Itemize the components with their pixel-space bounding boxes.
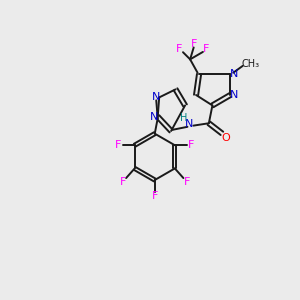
Text: N: N xyxy=(230,69,238,79)
Text: F: F xyxy=(184,177,190,187)
Text: O: O xyxy=(221,133,230,143)
Text: F: F xyxy=(152,191,158,201)
Text: F: F xyxy=(190,39,197,49)
Text: N: N xyxy=(150,112,158,122)
Text: N: N xyxy=(230,90,238,100)
Text: H: H xyxy=(180,113,187,123)
Text: N: N xyxy=(185,119,194,129)
Text: CH₃: CH₃ xyxy=(242,59,260,69)
Text: F: F xyxy=(203,44,209,54)
Text: F: F xyxy=(188,140,194,150)
Text: F: F xyxy=(176,44,183,54)
Text: F: F xyxy=(115,140,122,150)
Text: F: F xyxy=(120,177,126,187)
Text: N: N xyxy=(152,92,160,102)
